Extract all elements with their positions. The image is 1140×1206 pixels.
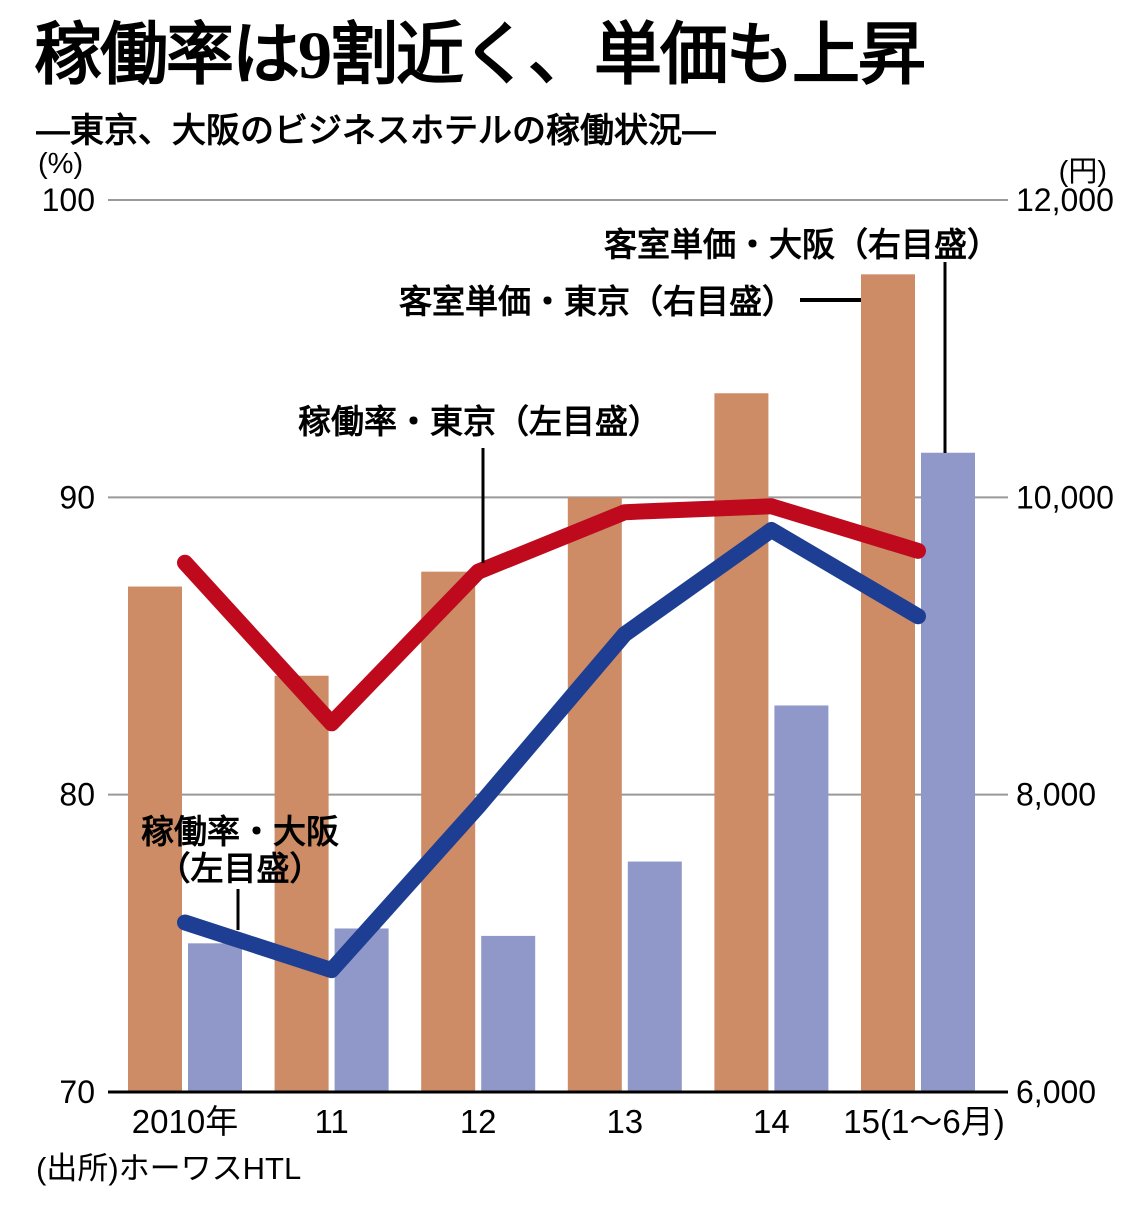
label-price-tokyo: 客室単価・東京（右目盛） <box>399 283 795 320</box>
bar-tokyo-price-4 <box>714 393 769 1092</box>
right-tick-8,000: 8,000 <box>1016 777 1096 813</box>
bar-osaka-price-5 <box>921 452 975 1092</box>
source-note: (出所)ホーワスHTL <box>36 1151 302 1186</box>
bar-osaka-price-3 <box>627 861 682 1092</box>
left-tick-70: 70 <box>59 1074 95 1110</box>
label-price-osaka: 客室単価・大阪（右目盛） <box>604 226 1000 263</box>
x-label-0: 2010年 <box>132 1103 238 1140</box>
left-tick-80: 80 <box>59 777 95 813</box>
label-occupancy-osaka-line2: （左目盛） <box>157 850 323 887</box>
left-tick-100: 100 <box>42 182 95 218</box>
bar-osaka-price-2 <box>481 935 536 1092</box>
x-label-1: 11 <box>314 1103 348 1140</box>
chart-title: 稼働率は9割近く、単価も上昇 <box>34 17 926 93</box>
x-label-2: 12 <box>460 1103 497 1140</box>
right-tick-10,000: 10,000 <box>1016 479 1114 515</box>
bar-osaka-price-0 <box>188 943 242 1092</box>
bar-tokyo-price-0 <box>128 586 182 1092</box>
bar-osaka-price-4 <box>774 705 829 1092</box>
label-occupancy-tokyo: 稼働率・東京（左目盛） <box>298 403 661 440</box>
label-occupancy-osaka-line1: 稼働率・大阪 <box>141 813 339 850</box>
bar-tokyo-price-5 <box>861 274 915 1092</box>
label-occupancy-osaka: 稼働率・大阪 （左目盛） <box>133 813 347 887</box>
x-label-5: 15(1～6月) <box>843 1103 1004 1140</box>
chart-subtitle: ―東京、大阪のビジネスホテルの稼働状況― <box>36 112 716 150</box>
bar-tokyo-price-3 <box>567 497 622 1092</box>
x-label-4: 14 <box>753 1103 790 1140</box>
bar-tokyo-price-1 <box>274 675 329 1092</box>
line-tokyo-occupancy <box>177 498 926 732</box>
x-label-3: 13 <box>606 1103 643 1140</box>
right-axis-unit: (円) <box>1058 156 1107 188</box>
right-tick-12,000: 12,000 <box>1016 182 1114 218</box>
right-tick-6,000: 6,000 <box>1016 1074 1096 1110</box>
left-tick-90: 90 <box>59 479 95 515</box>
line-osaka-occupancy <box>177 522 926 979</box>
left-axis-unit: (%) <box>38 148 84 180</box>
